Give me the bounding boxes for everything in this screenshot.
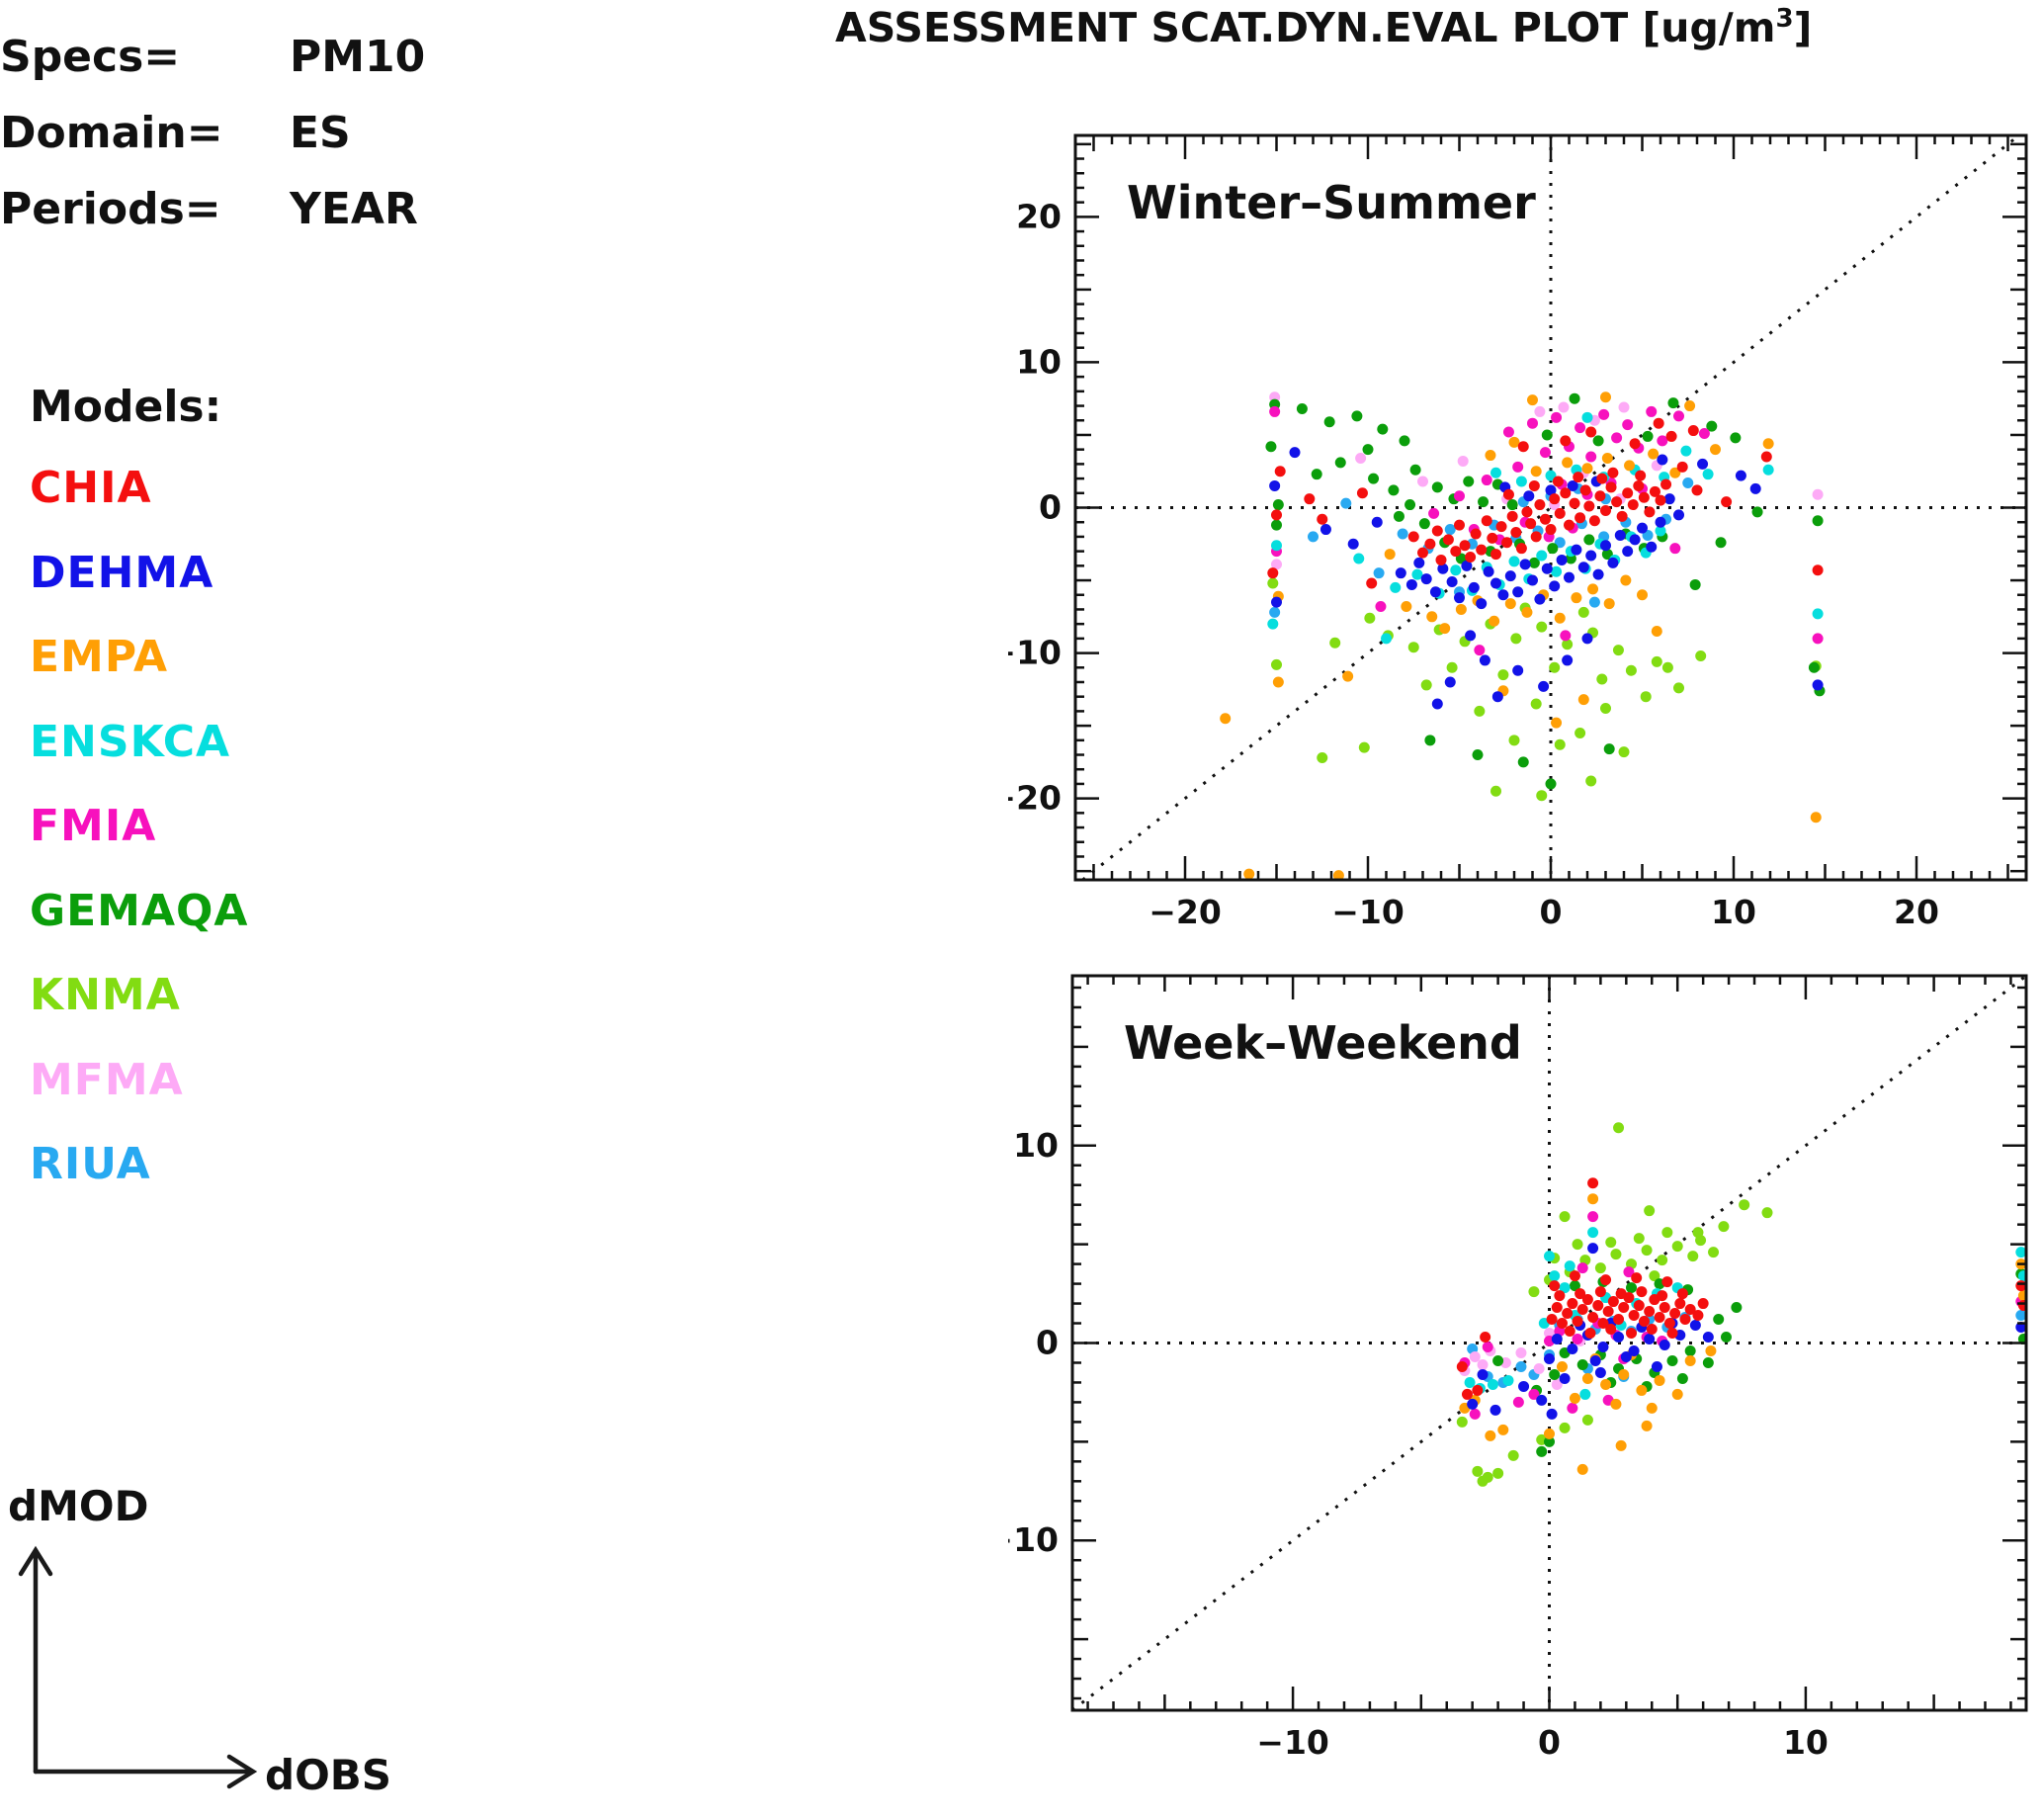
svg-text:10: 10 bbox=[1013, 1126, 1059, 1165]
model-legend-fmia: FMIA bbox=[30, 801, 157, 851]
data-points bbox=[1220, 391, 1826, 880]
axis-ticks bbox=[1073, 135, 2028, 880]
model-legend-enskca: ENSKCA bbox=[30, 716, 231, 767]
scatter-plot-week-weekend: −10 0 10 −10 0 10 Week–Weekend bbox=[1008, 974, 2028, 1762]
title-main: ASSESSMENT SCAT.DYN.EVAL PLOT [ug/m bbox=[835, 4, 1776, 51]
title-end: ] bbox=[1793, 4, 1813, 51]
axis-arrows bbox=[18, 1545, 258, 1789]
svg-text:0: 0 bbox=[1540, 893, 1563, 931]
series-dehma bbox=[1269, 447, 1824, 710]
model-legend-gemaqa: GEMAQA bbox=[30, 885, 249, 936]
dobs-axis-label: dOBS bbox=[265, 1751, 391, 1799]
model-legend-empa: EMPA bbox=[30, 632, 169, 682]
svg-text:0: 0 bbox=[1538, 1723, 1561, 1762]
plot-inner-title: Week–Weekend bbox=[1124, 1016, 1522, 1070]
svg-text:−20: −20 bbox=[1149, 893, 1222, 931]
model-legend-dehma: DEHMA bbox=[30, 547, 214, 598]
svg-text:−10: −10 bbox=[1256, 1723, 1329, 1762]
svg-text:−10: −10 bbox=[1331, 893, 1405, 931]
svg-text:10: 10 bbox=[1783, 1723, 1829, 1762]
models-legend-header: Models: bbox=[30, 382, 222, 432]
periods-value: YEAR bbox=[290, 184, 418, 234]
scatter-plot-winter-summer: −20 −10 0 10 20 −20 −10 0 10 20 Winter–Summer bbox=[1008, 133, 2028, 931]
specs-label: Specs= bbox=[0, 32, 181, 82]
domain-value: ES bbox=[290, 108, 351, 158]
series-fmia bbox=[1459, 1211, 2026, 1420]
svg-text:−10: −10 bbox=[1008, 1520, 1059, 1559]
svg-text:0: 0 bbox=[1039, 488, 1062, 527]
page-title: ASSESSMENT SCAT.DYN.EVAL PLOT [ug/m3] bbox=[835, 4, 1812, 51]
series-chia bbox=[1267, 417, 1824, 589]
model-legend-chia: CHIA bbox=[30, 463, 152, 513]
model-legend-knma: KNMA bbox=[30, 970, 181, 1020]
series-gemaqa bbox=[1265, 392, 1826, 790]
series-gemaqa bbox=[1492, 1268, 2026, 1457]
periods-label: Periods= bbox=[0, 184, 221, 234]
model-legend-riua: RIUA bbox=[30, 1139, 151, 1189]
domain-label: Domain= bbox=[0, 108, 223, 158]
svg-text:20: 20 bbox=[1894, 893, 1939, 931]
axis-tick-labels: −10 0 10 −10 0 10 bbox=[1008, 1126, 1829, 1762]
axis-orientation-legend: dMOD dOBS bbox=[8, 1482, 391, 1799]
series-enskca bbox=[1267, 411, 1824, 645]
series-empa bbox=[1220, 391, 1822, 880]
data-points bbox=[1456, 1122, 2026, 1487]
svg-text:−10: −10 bbox=[1008, 634, 1062, 672]
svg-text:20: 20 bbox=[1016, 197, 1062, 235]
axis-ticks bbox=[1072, 976, 2026, 1710]
axis-tick-labels: −20 −10 0 10 20 −20 −10 0 10 20 bbox=[1008, 197, 1939, 931]
model-legend-mfma: MFMA bbox=[30, 1054, 184, 1105]
svg-text:−20: −20 bbox=[1008, 779, 1062, 818]
series-chia bbox=[1456, 1177, 2026, 1400]
svg-text:10: 10 bbox=[1711, 893, 1756, 931]
svg-text:10: 10 bbox=[1016, 342, 1062, 381]
title-superscript: 3 bbox=[1775, 4, 1794, 34]
specs-value: PM10 bbox=[290, 32, 426, 82]
series-enskca bbox=[1464, 1227, 2026, 1400]
svg-text:0: 0 bbox=[1036, 1324, 1059, 1362]
dmod-axis-label: dMOD bbox=[8, 1482, 148, 1530]
plot-inner-title: Winter–Summer bbox=[1127, 176, 1536, 229]
